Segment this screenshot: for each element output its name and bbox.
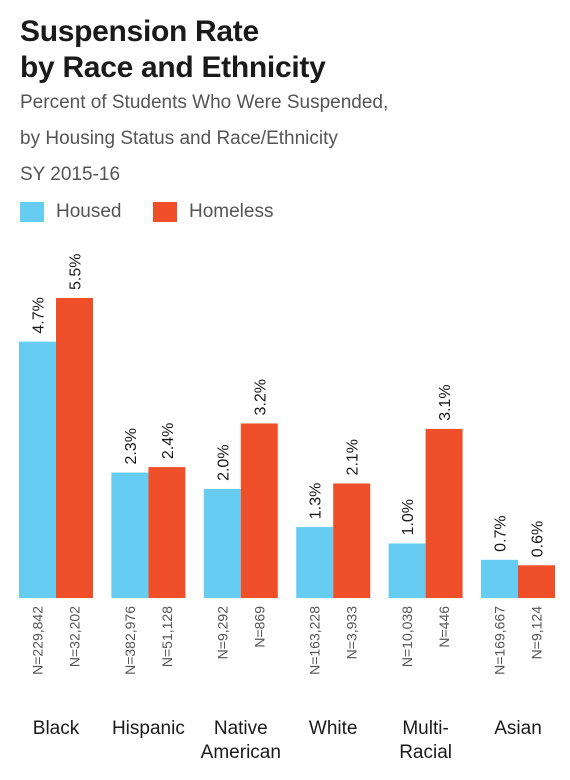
- category-label-hispanic: Hispanic: [112, 718, 185, 739]
- bar-white-homeless: [333, 483, 371, 598]
- sample-size-native-american-homeless: N=869: [251, 606, 267, 648]
- bar-native-american-housed: [203, 488, 241, 598]
- legend-swatch-housed: [20, 202, 44, 222]
- sample-size-white-housed: N=163,228: [307, 606, 323, 675]
- data-label-asian-housed: 0.7%: [493, 515, 510, 551]
- legend-item-homeless: Homeless: [153, 200, 273, 224]
- legend-item-housed: Housed: [20, 200, 122, 224]
- bar-hispanic-homeless: [148, 467, 186, 598]
- bar-asian-homeless: [518, 565, 555, 598]
- chart-subtitle-line-2: by Housing Status and Race/Ethnicity: [20, 128, 338, 149]
- sample-size-multi-racial-housed: N=10,038: [399, 606, 415, 667]
- category-label-native-american-line-1: Native: [214, 718, 268, 739]
- bar-black-housed: [19, 341, 56, 598]
- sample-size-hispanic-homeless: N=51,128: [159, 606, 175, 667]
- bar-white-housed: [296, 527, 334, 598]
- bar-hispanic-housed: [111, 472, 149, 598]
- category-label-asian: Asian: [494, 718, 542, 739]
- bar-asian-housed: [481, 559, 518, 598]
- bar-multi-racial-housed: [388, 543, 426, 598]
- sample-size-asian-homeless: N=9,124: [529, 606, 545, 660]
- category-label-native-american-line-2: American: [201, 742, 281, 763]
- chart-subtitle-line-3: SY 2015-16: [20, 164, 121, 185]
- sample-size-asian-housed: N=169,667: [492, 606, 508, 675]
- legend-label-housed: Housed: [56, 201, 122, 222]
- bar-black-homeless: [56, 298, 93, 598]
- legend-label-homeless: Homeless: [189, 201, 274, 222]
- data-label-black-housed: 4.7%: [31, 297, 48, 333]
- data-label-black-homeless: 5.5%: [68, 254, 85, 290]
- data-label-native-american-homeless: 3.2%: [252, 379, 269, 415]
- data-label-multi-racial-homeless: 3.1%: [437, 384, 454, 420]
- chart-subtitle-line-1: Percent of Students Who Were Suspended,: [20, 92, 389, 113]
- category-label-black: Black: [33, 718, 80, 739]
- data-label-asian-homeless: 0.6%: [530, 521, 547, 557]
- category-label-multi-racial-line-1: Multi-: [402, 718, 448, 739]
- chart-title: Suspension Rate by Race and Ethnicity: [20, 14, 326, 86]
- data-label-white-housed: 1.3%: [308, 483, 325, 519]
- sample-size-black-homeless: N=32,202: [67, 606, 83, 667]
- sample-size-multi-racial-homeless: N=446: [436, 606, 452, 648]
- sample-size-hispanic-housed: N=382,976: [122, 606, 138, 675]
- chart-title-line-2: by Race and Ethnicity: [20, 51, 326, 84]
- legend-swatch-homeless: [153, 202, 177, 222]
- bar-multi-racial-homeless: [425, 428, 463, 598]
- sample-size-black-housed: N=229,842: [30, 606, 46, 675]
- category-label-multi-racial-line-2: Racial: [399, 742, 452, 763]
- data-label-hispanic-housed: 2.3%: [123, 428, 140, 464]
- sample-size-white-homeless: N=3,933: [344, 606, 360, 660]
- category-label-white: White: [309, 718, 358, 739]
- chart-title-line-1: Suspension Rate: [20, 15, 259, 48]
- data-label-hispanic-homeless: 2.4%: [160, 423, 177, 459]
- bar-native-american-homeless: [240, 423, 278, 598]
- sample-size-native-american-housed: N=9,292: [214, 606, 230, 660]
- data-label-white-homeless: 2.1%: [345, 439, 362, 475]
- data-label-native-american-housed: 2.0%: [215, 444, 232, 480]
- data-label-multi-racial-housed: 1.0%: [400, 499, 417, 535]
